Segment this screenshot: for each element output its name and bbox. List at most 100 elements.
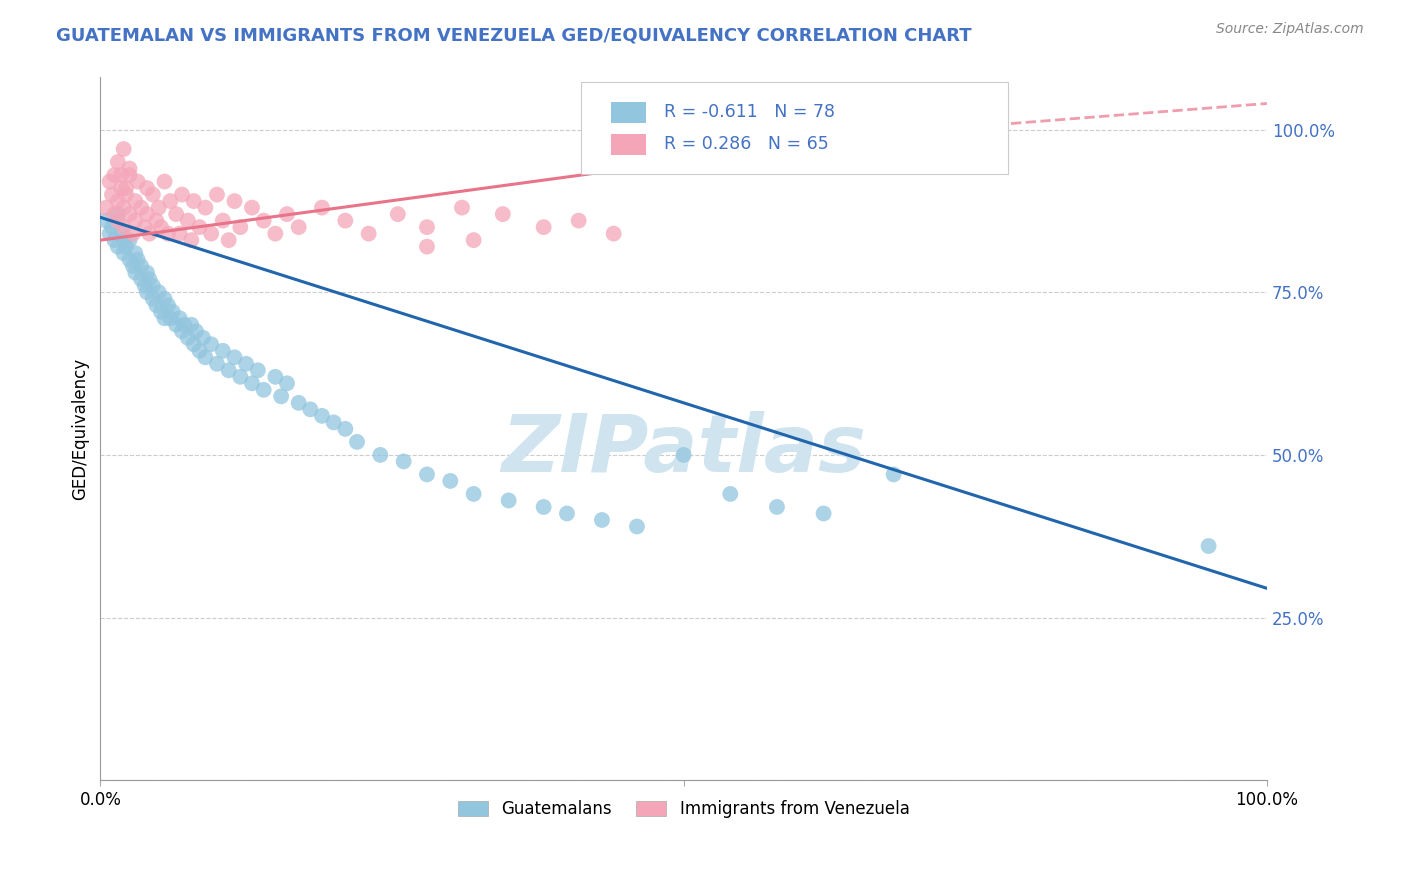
Point — [492, 207, 515, 221]
Point — [1198, 539, 1220, 553]
Point — [96, 201, 118, 215]
Point — [555, 507, 578, 521]
Text: Source: ZipAtlas.com: Source: ZipAtlas.com — [1216, 22, 1364, 37]
Point — [127, 175, 149, 189]
Point — [169, 227, 191, 241]
Point — [416, 467, 439, 482]
Point — [463, 487, 485, 501]
Point — [134, 220, 156, 235]
Point — [276, 376, 298, 391]
Text: R = 0.286   N = 65: R = 0.286 N = 65 — [664, 135, 828, 153]
Point — [180, 318, 202, 332]
Point — [672, 448, 695, 462]
Point — [165, 207, 187, 221]
Point — [124, 213, 146, 227]
Point — [451, 201, 474, 215]
Point — [335, 213, 357, 227]
Point — [136, 181, 159, 195]
Point — [112, 246, 135, 260]
Point — [110, 168, 132, 182]
Point — [103, 207, 125, 221]
Point — [416, 240, 439, 254]
Point — [183, 337, 205, 351]
Point — [107, 194, 129, 208]
Point — [392, 454, 415, 468]
Point — [153, 311, 176, 326]
Point — [156, 298, 179, 312]
Point — [357, 227, 380, 241]
Point — [718, 487, 741, 501]
Point — [253, 213, 276, 227]
Point — [115, 181, 138, 195]
Point — [191, 331, 214, 345]
Point — [107, 213, 129, 227]
Point — [159, 311, 181, 326]
Point — [533, 220, 555, 235]
Point — [129, 272, 152, 286]
Point — [142, 187, 165, 202]
Point — [165, 318, 187, 332]
FancyBboxPatch shape — [612, 134, 647, 154]
Point — [568, 213, 591, 227]
Point — [883, 467, 905, 482]
Point — [118, 168, 141, 182]
Point — [224, 194, 246, 208]
Point — [110, 227, 132, 241]
Y-axis label: GED/Equivalency: GED/Equivalency — [72, 358, 89, 500]
Point — [188, 343, 211, 358]
Point — [194, 351, 217, 365]
Point — [287, 396, 309, 410]
Point — [211, 213, 233, 227]
Point — [107, 155, 129, 169]
Point — [156, 227, 179, 241]
Point — [240, 376, 263, 391]
Point — [270, 389, 292, 403]
Point — [153, 175, 176, 189]
Point — [136, 285, 159, 300]
Point — [246, 363, 269, 377]
Point — [124, 194, 146, 208]
Point — [112, 233, 135, 247]
Point — [229, 369, 252, 384]
Point — [218, 363, 240, 377]
Point — [184, 324, 207, 338]
Point — [626, 519, 648, 533]
Point — [118, 233, 141, 247]
Point — [240, 201, 263, 215]
Text: GUATEMALAN VS IMMIGRANTS FROM VENEZUELA GED/EQUIVALENCY CORRELATION CHART: GUATEMALAN VS IMMIGRANTS FROM VENEZUELA … — [56, 27, 972, 45]
Point — [98, 175, 121, 189]
Point — [129, 259, 152, 273]
Point — [145, 298, 167, 312]
Point — [200, 337, 222, 351]
Point — [129, 201, 152, 215]
Point — [124, 246, 146, 260]
Point — [200, 227, 222, 241]
Point — [115, 240, 138, 254]
Point — [591, 513, 613, 527]
Point — [211, 343, 233, 358]
Point — [205, 187, 228, 202]
Point — [107, 240, 129, 254]
Point — [103, 233, 125, 247]
Point — [463, 233, 485, 247]
Point — [112, 142, 135, 156]
FancyBboxPatch shape — [612, 102, 647, 123]
Point — [118, 207, 141, 221]
Point — [180, 233, 202, 247]
Point — [170, 324, 193, 338]
Point — [335, 422, 357, 436]
Point — [103, 168, 125, 182]
Point — [194, 201, 217, 215]
Point — [264, 227, 287, 241]
Point — [229, 220, 252, 235]
Point — [136, 207, 159, 221]
Point — [311, 409, 333, 423]
Point — [127, 252, 149, 267]
Point — [183, 194, 205, 208]
Point — [253, 383, 276, 397]
Point — [134, 278, 156, 293]
Point — [533, 500, 555, 514]
Point — [177, 213, 200, 227]
FancyBboxPatch shape — [581, 82, 1008, 175]
Point — [311, 201, 333, 215]
